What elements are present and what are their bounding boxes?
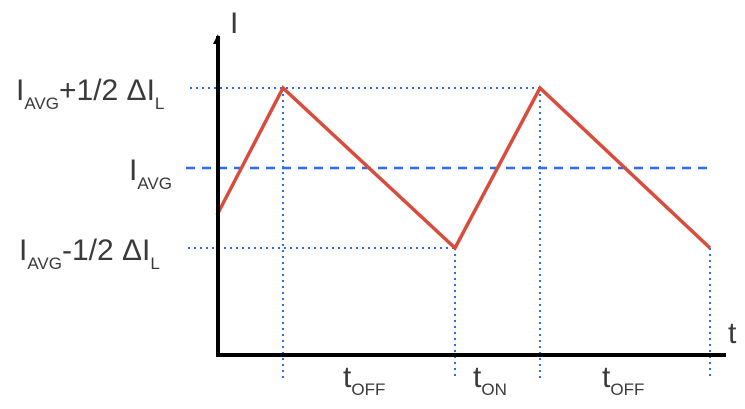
interval-label-off-1: tOFF xyxy=(343,361,385,399)
interval-label-off-2: tOFF xyxy=(602,361,644,399)
interval-label-on: tON xyxy=(473,361,507,399)
average-level-label: IAVG xyxy=(129,154,172,193)
current-waveform xyxy=(215,85,712,251)
peak-level-label: IAVG+1/2 ΔIL xyxy=(16,74,164,113)
y-axis-label: I xyxy=(230,7,238,40)
trough-level-label: IAVG-1/2 ΔIL xyxy=(19,234,160,273)
x-axis-label: t xyxy=(728,317,737,350)
y-axis-arrow-icon xyxy=(213,34,220,44)
